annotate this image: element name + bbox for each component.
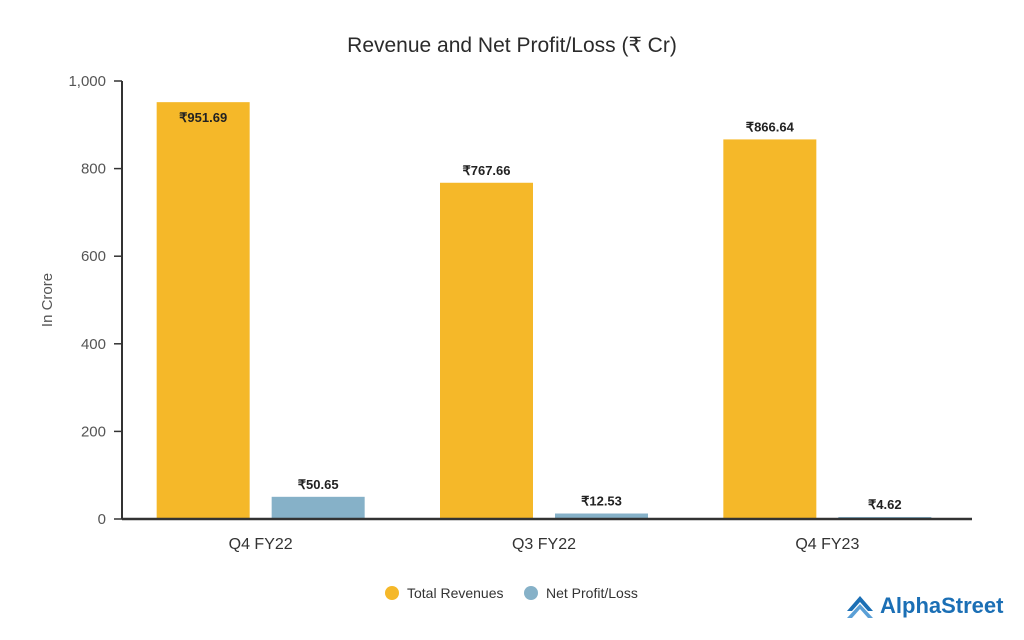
- y-axis-label: In Crore: [39, 273, 56, 327]
- y-tick-label: 1,000: [68, 73, 106, 90]
- bars-group: ₹951.69 ₹50.65 ₹767.66 ₹12.53 ₹866.64 ₹4.62: [156, 102, 932, 519]
- revenue-bar: [723, 139, 817, 519]
- y-tick-label: 200: [81, 423, 106, 440]
- y-tick-label: 0: [98, 511, 106, 528]
- y-axis: 0 200 400 600 800 1,000: [68, 73, 123, 528]
- chart-title: Revenue and Net Profit/Loss (₹ Cr): [347, 34, 677, 57]
- legend-marker: [524, 586, 538, 600]
- profit-data-label: ₹4.62: [868, 497, 902, 512]
- y-tick-label: 800: [81, 161, 106, 178]
- profit-bar: [555, 513, 648, 519]
- revenue-data-label: ₹767.66: [462, 163, 510, 178]
- alphastreet-logo: AlphaStreet: [847, 593, 1004, 618]
- legend-marker: [385, 586, 399, 600]
- profit-data-label: ₹50.65: [298, 477, 339, 492]
- logo-mark-icon-lower: [847, 604, 873, 618]
- profit-bar: [271, 496, 365, 519]
- x-tick-label: Q3 FY22: [512, 536, 576, 553]
- x-tick-label: Q4 FY23: [795, 536, 859, 553]
- x-axis: Q4 FY22 Q3 FY22 Q4 FY23: [122, 517, 972, 553]
- profit-data-label: ₹12.53: [581, 494, 622, 509]
- x-tick-label: Q4 FY22: [229, 536, 293, 553]
- legend-label: Net Profit/Loss: [546, 585, 638, 601]
- revenue-data-label: ₹866.64: [746, 119, 795, 134]
- legend-label: Total Revenues: [407, 585, 504, 601]
- revenue-bar: [156, 102, 250, 519]
- logo-text: AlphaStreet: [880, 593, 1004, 618]
- revenue-data-label: ₹951.69: [179, 110, 227, 125]
- logo-mark-icon: [847, 596, 873, 611]
- y-tick-label: 400: [81, 336, 106, 353]
- y-tick-label: 600: [81, 248, 106, 265]
- legend: Total Revenues Net Profit/Loss: [385, 585, 638, 601]
- revenue-bar: [440, 182, 533, 519]
